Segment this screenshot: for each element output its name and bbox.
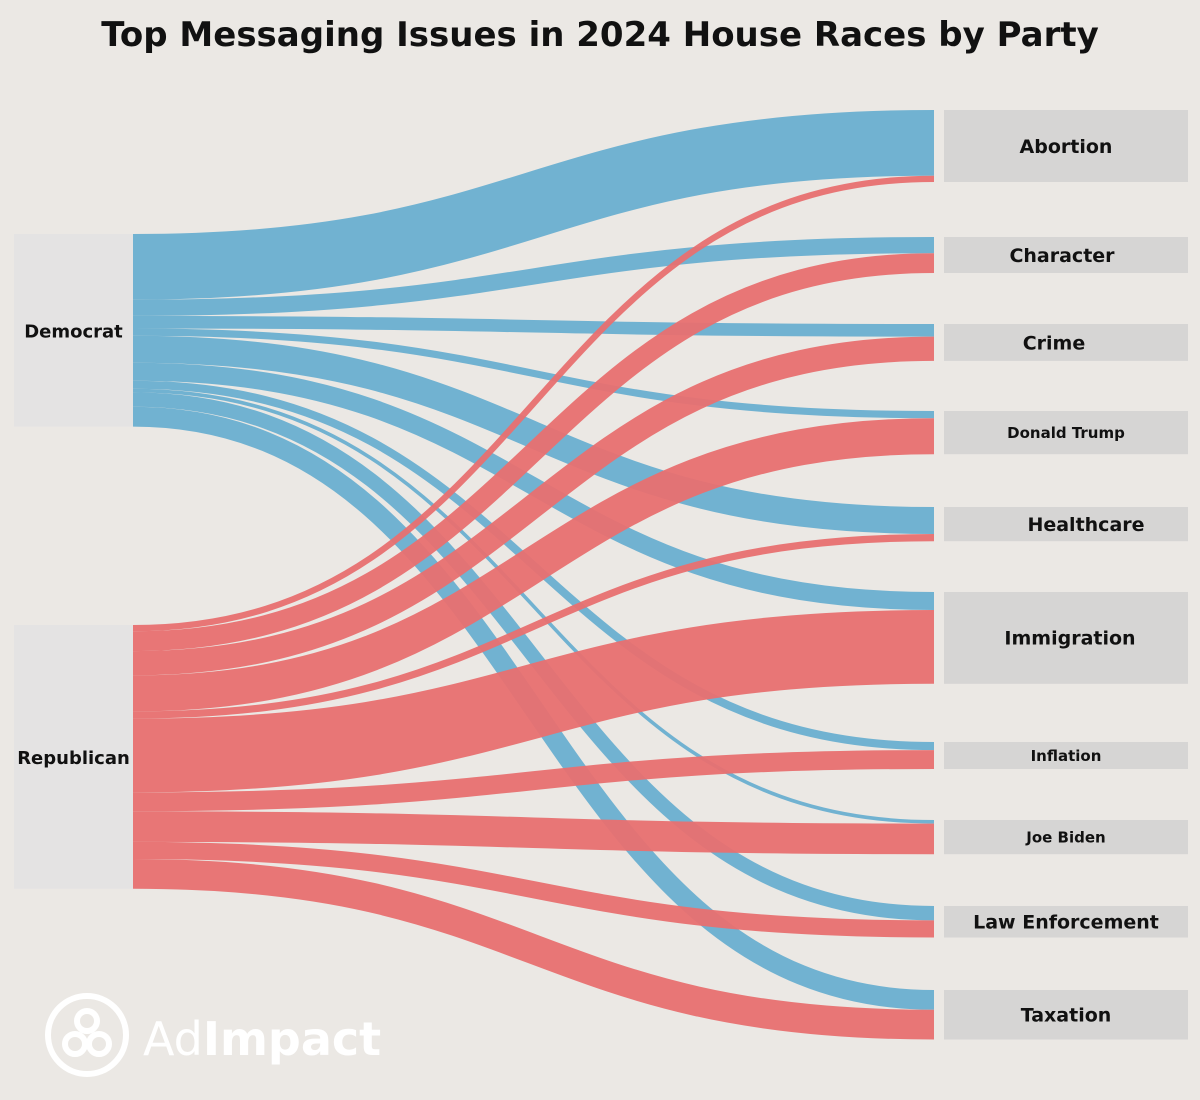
target-box-immigration xyxy=(944,592,1188,684)
target-label-immigration: Immigration xyxy=(1004,628,1135,650)
target-label-law-enforcement: Law Enforcement xyxy=(973,912,1159,934)
target-box-healthcare xyxy=(944,507,1188,542)
logo-text-light: Ad xyxy=(143,1012,203,1066)
target-label-healthcare: Healthcare xyxy=(1027,514,1144,536)
link-democrat-immigration xyxy=(132,362,935,610)
link-republican-immigration xyxy=(132,610,935,793)
link-republican-crime xyxy=(132,336,935,676)
source-box-republican xyxy=(14,625,133,889)
link-republican-character xyxy=(132,253,935,652)
target-box-donald-trump xyxy=(944,411,1188,455)
target-label-crime: Crime xyxy=(1023,332,1086,354)
link-republican-joe-biden xyxy=(132,811,935,855)
link-democrat-joe-biden xyxy=(132,388,935,824)
target-box-abortion xyxy=(944,110,1188,182)
link-republican-inflation xyxy=(132,750,935,812)
source-boxes xyxy=(14,234,133,889)
link-republican-donald-trump xyxy=(132,418,935,712)
target-boxes xyxy=(944,110,1188,1040)
source-box-democrat xyxy=(14,234,133,427)
link-democrat-law-enforcement xyxy=(132,392,935,921)
target-label-abortion: Abortion xyxy=(1020,136,1113,158)
links xyxy=(132,110,935,1040)
link-republican-healthcare xyxy=(132,534,935,719)
source-label-democrat: Democrat xyxy=(24,321,123,342)
logo-text: AdImpact xyxy=(143,1012,381,1066)
target-box-character xyxy=(944,237,1188,273)
link-democrat-crime xyxy=(132,315,935,337)
target-box-taxation xyxy=(944,990,1188,1040)
link-democrat-abortion xyxy=(132,110,935,300)
target-box-law-enforcement xyxy=(944,906,1188,938)
target-label-joe-biden: Joe Biden xyxy=(1025,829,1105,847)
link-democrat-healthcare xyxy=(132,335,935,534)
link-democrat-donald-trump xyxy=(132,328,935,419)
link-republican-abortion xyxy=(132,175,935,632)
target-label-taxation: Taxation xyxy=(1021,1005,1112,1027)
source-label-republican: Republican xyxy=(17,748,130,769)
link-republican-law-enforcement xyxy=(132,841,935,938)
adimpact-logo: AdImpact xyxy=(45,993,381,1077)
target-box-joe-biden xyxy=(944,820,1188,855)
logo-text-bold: Impact xyxy=(203,1012,381,1066)
link-democrat-character xyxy=(132,237,935,316)
logo-mark-icon xyxy=(45,993,129,1077)
node-labels: Democrat Republican Abortion Character Crime… xyxy=(17,136,1159,1027)
target-label-inflation: Inflation xyxy=(1031,747,1102,765)
target-box-inflation xyxy=(944,742,1188,769)
target-label-donald-trump: Donald Trump xyxy=(1007,424,1125,442)
chart-title: Top Messaging Issues in 2024 House Races… xyxy=(101,15,1099,55)
link-republican-taxation xyxy=(132,859,935,1040)
target-label-character: Character xyxy=(1009,245,1115,267)
target-box-crime xyxy=(944,324,1188,361)
